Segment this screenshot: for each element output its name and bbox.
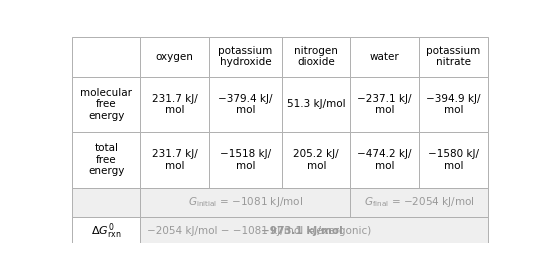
Text: −394.9 kJ/
mol: −394.9 kJ/ mol: [426, 94, 480, 115]
Text: $G_\mathrm{initial}$ = −1081 kJ/mol: $G_\mathrm{initial}$ = −1081 kJ/mol: [188, 195, 303, 209]
Text: potassium
hydroxide: potassium hydroxide: [218, 46, 272, 67]
Bar: [209, 77, 282, 132]
Bar: [419, 132, 488, 188]
Bar: [351, 37, 419, 77]
Bar: [72, 77, 140, 132]
Text: −379.4 kJ/
mol: −379.4 kJ/ mol: [218, 94, 272, 115]
Bar: [209, 37, 282, 77]
Text: water: water: [370, 52, 399, 62]
Bar: [140, 37, 209, 77]
Text: 231.7 kJ/
mol: 231.7 kJ/ mol: [152, 149, 197, 171]
Text: 51.3 kJ/mol: 51.3 kJ/mol: [287, 99, 346, 109]
Bar: [72, 217, 140, 246]
Bar: [351, 132, 419, 188]
Text: nitrogen
dioxide: nitrogen dioxide: [294, 46, 338, 67]
Bar: [282, 77, 351, 132]
Bar: [140, 77, 209, 132]
Text: −237.1 kJ/
mol: −237.1 kJ/ mol: [357, 94, 412, 115]
Bar: [351, 188, 488, 217]
Bar: [140, 132, 209, 188]
Text: $\Delta G^0_\mathrm{rxn}$: $\Delta G^0_\mathrm{rxn}$: [91, 222, 121, 241]
Text: $G_\mathrm{final}$ = −2054 kJ/mol: $G_\mathrm{final}$ = −2054 kJ/mol: [364, 195, 474, 209]
Text: molecular
free
energy: molecular free energy: [80, 88, 132, 121]
Text: 205.2 kJ/
mol: 205.2 kJ/ mol: [293, 149, 339, 171]
Bar: [140, 217, 488, 246]
Bar: [72, 132, 140, 188]
Text: oxygen: oxygen: [156, 52, 193, 62]
Bar: [72, 37, 140, 77]
Text: −973.1 kJ/mol: −973.1 kJ/mol: [261, 226, 343, 236]
Text: total
free
energy: total free energy: [88, 143, 124, 176]
Text: −1580 kJ/
mol: −1580 kJ/ mol: [428, 149, 479, 171]
Text: potassium
nitrate: potassium nitrate: [426, 46, 480, 67]
Text: −2054 kJ/mol − −1081 kJ/mol =: −2054 kJ/mol − −1081 kJ/mol =: [146, 226, 318, 236]
Bar: [419, 77, 488, 132]
Bar: [140, 188, 351, 217]
Text: −474.2 kJ/
mol: −474.2 kJ/ mol: [357, 149, 412, 171]
Bar: [282, 37, 351, 77]
Bar: [419, 37, 488, 77]
Text: 231.7 kJ/
mol: 231.7 kJ/ mol: [152, 94, 197, 115]
Bar: [72, 188, 140, 217]
Text: −1518 kJ/
mol: −1518 kJ/ mol: [220, 149, 271, 171]
Bar: [282, 132, 351, 188]
Bar: [351, 77, 419, 132]
Bar: [209, 132, 282, 188]
Text: (exergonic): (exergonic): [309, 226, 371, 236]
